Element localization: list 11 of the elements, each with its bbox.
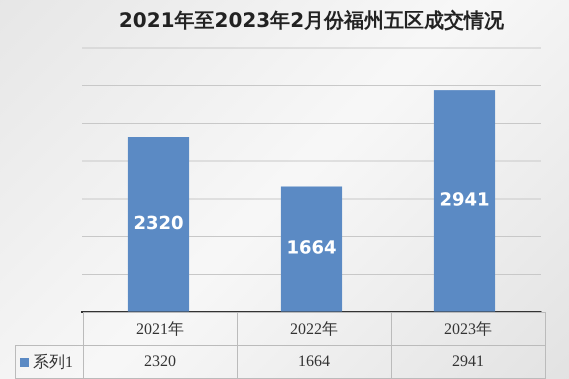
data-label: 2320 (83, 346, 237, 378)
chart-title: 2021年至2023年2月份福州五区成交情况 (118, 8, 506, 32)
legend-label: 系列1 (16, 346, 83, 378)
annotation: 2941 (439, 190, 490, 211)
annotation: 2320 (133, 212, 184, 234)
data-label: 1664 (237, 346, 391, 378)
annotation: 1664 (286, 238, 337, 259)
x-tick-label: 2021年 (83, 312, 237, 346)
x-tick-label: 2023年 (391, 312, 545, 346)
x-tick-label: 2022年 (237, 312, 391, 346)
data-label: 2941 (391, 346, 545, 378)
